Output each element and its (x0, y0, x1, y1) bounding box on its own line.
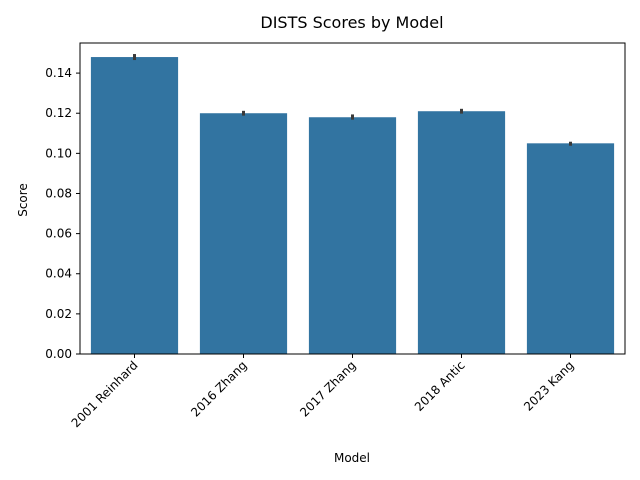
y-tick-label: 0.08 (45, 186, 72, 200)
y-tick-label: 0.14 (45, 66, 72, 80)
plot-area: 2001 Reinhard 2016 Zhang 2017 Zhang 2018 An… (45, 42, 626, 430)
y-axis-label: Score (16, 183, 30, 217)
bar (199, 113, 288, 354)
y-tick-label: 0.10 (45, 146, 72, 160)
bar (90, 57, 179, 355)
bar (526, 143, 615, 354)
plot-frame (79, 42, 626, 355)
bar (417, 111, 506, 354)
bar (308, 117, 397, 355)
y-tick-label: 0.04 (45, 267, 72, 281)
y-tick-label: 0.02 (45, 307, 72, 321)
chart-title: DISTS Scores by Model (260, 13, 443, 32)
x-tick-label: 2016 Zhang (188, 358, 249, 419)
y-tick-label: 0.06 (45, 227, 72, 241)
x-tick-label: 2018 Antic (412, 358, 468, 414)
x-tick-label: 2001 Reinhard (69, 358, 141, 430)
y-tick-label: 0.12 (45, 106, 72, 120)
y-tick-label: 0.00 (45, 347, 72, 361)
x-axis-label: Model (334, 451, 370, 465)
x-tick-label: 2023 Kang (521, 358, 577, 414)
x-tick-label: 2017 Zhang (297, 358, 358, 419)
